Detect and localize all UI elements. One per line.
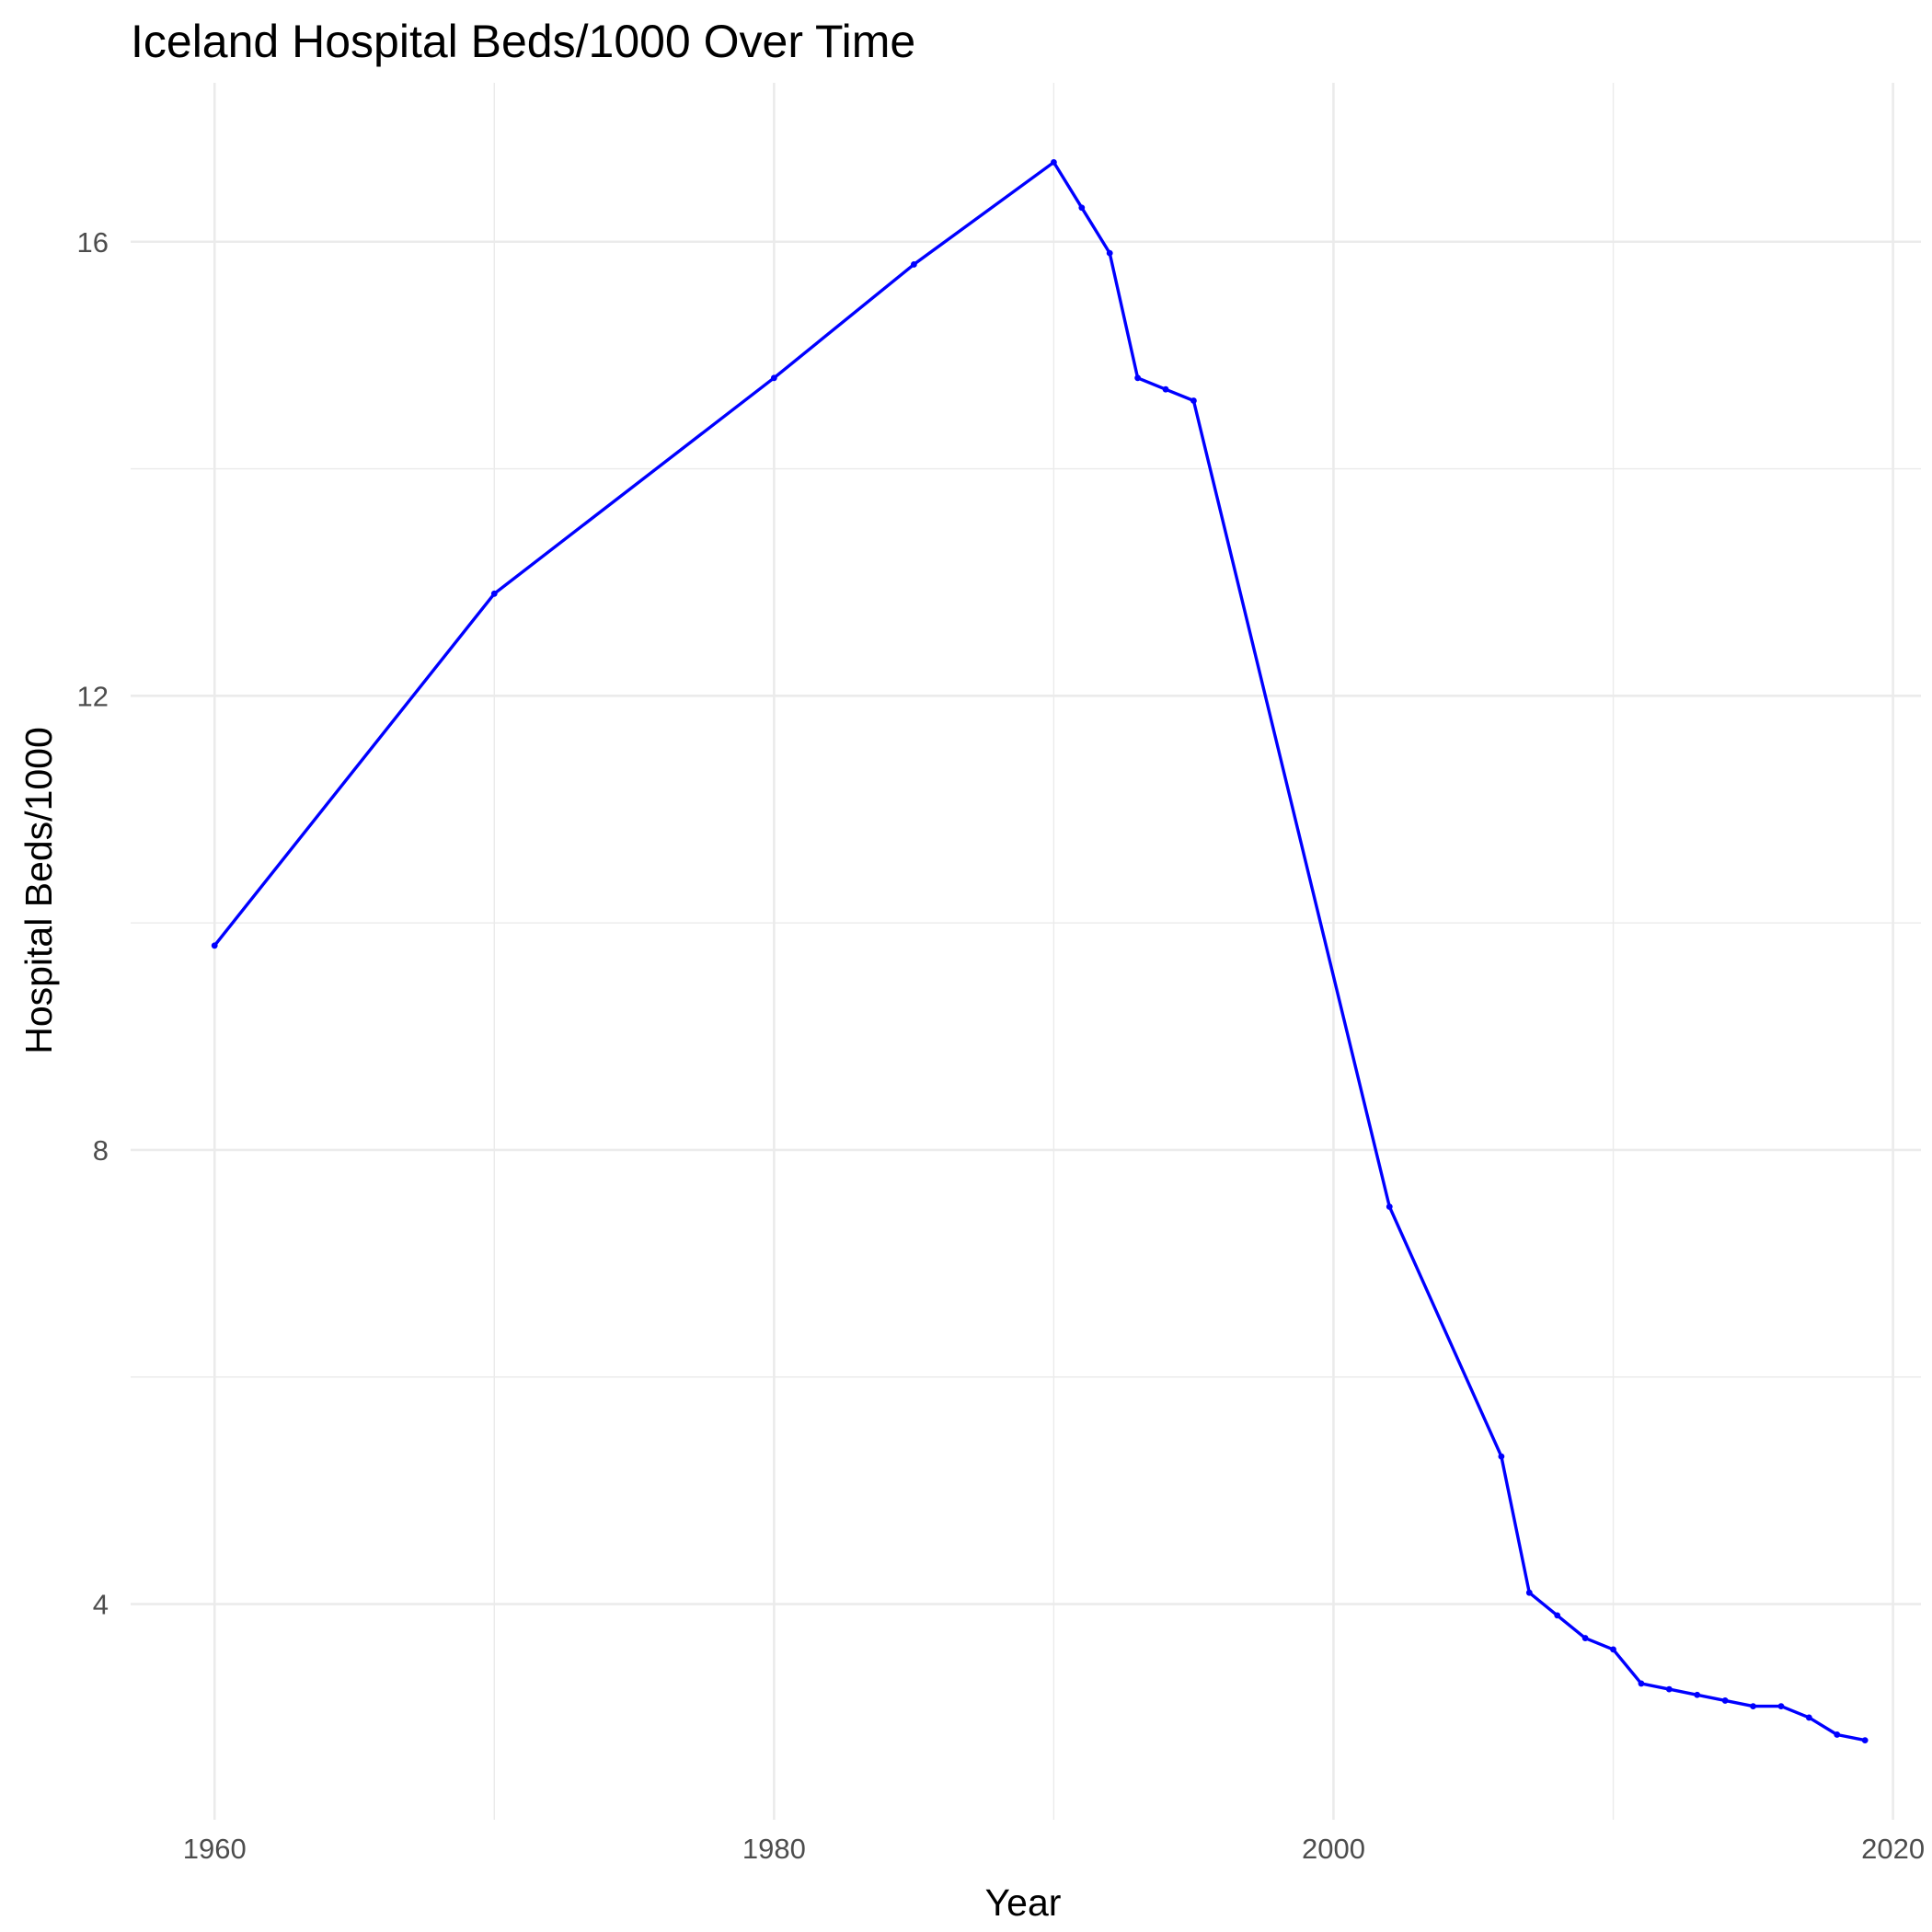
major-gridlines <box>131 83 1921 1820</box>
data-point <box>490 590 498 597</box>
data-point <box>1386 1203 1393 1211</box>
data-point <box>1106 249 1113 257</box>
chart-title: Iceland Hospital Beds/1000 Over Time <box>131 16 915 67</box>
x-tick-label: 2000 <box>1302 1833 1365 1865</box>
minor-gridlines <box>131 83 1921 1820</box>
y-tick-label: 12 <box>77 680 109 712</box>
y-axis-title: Hospital Beds/1000 <box>17 727 60 1054</box>
data-point <box>1190 397 1197 404</box>
data-point <box>1638 1680 1645 1687</box>
data-point <box>1581 1635 1589 1641</box>
x-tick-label: 1960 <box>183 1833 247 1865</box>
x-tick-label: 2020 <box>1861 1833 1925 1865</box>
data-point <box>910 261 917 268</box>
data-point <box>1805 1714 1812 1721</box>
data-point <box>1665 1685 1673 1693</box>
data-point <box>1750 1703 1756 1710</box>
data-point <box>770 374 777 382</box>
x-tick-label: 1980 <box>742 1833 806 1865</box>
tick-labels: 1960 1980 2000 2020 4 8 12 16 <box>77 226 1926 1865</box>
y-tick-label: 8 <box>93 1134 109 1167</box>
data-point <box>1721 1697 1729 1704</box>
data-point <box>1051 158 1057 166</box>
x-axis-title: Year <box>985 1881 1062 1924</box>
data-point <box>1610 1646 1616 1653</box>
data-point <box>1078 204 1086 212</box>
data-point <box>1525 1589 1533 1596</box>
data-point <box>1162 385 1169 393</box>
data-point <box>1834 1731 1841 1738</box>
data-point <box>1498 1453 1505 1460</box>
data-point <box>1694 1691 1701 1698</box>
data-point <box>1554 1612 1561 1619</box>
y-tick-label: 4 <box>93 1589 109 1621</box>
series-layer <box>211 158 1869 1744</box>
data-point <box>1134 374 1142 382</box>
data-point <box>1861 1737 1869 1744</box>
y-tick-label: 16 <box>77 226 109 259</box>
data-point <box>1777 1703 1785 1710</box>
data-point <box>211 942 218 949</box>
